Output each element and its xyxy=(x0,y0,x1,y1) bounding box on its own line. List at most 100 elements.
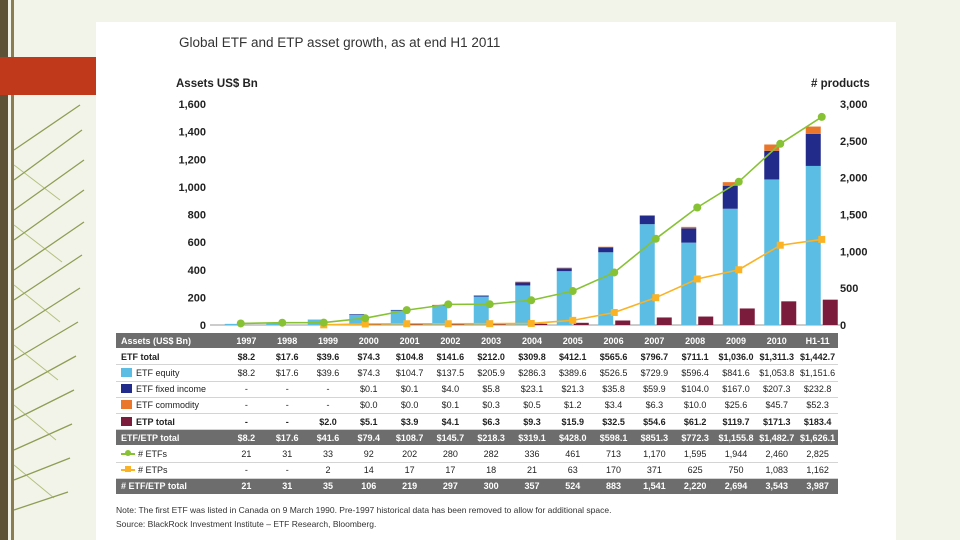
y2-tick-label: 1,000 xyxy=(840,246,868,258)
bar-etf-equity xyxy=(556,271,572,325)
table-row-etf-total: ETF total $8.2 $17.6 $39.6 $74.3 $104.8 $141.6… xyxy=(116,348,838,366)
data-label: $79.4 xyxy=(348,429,390,447)
point-etfs xyxy=(444,300,453,309)
bar-etp-total xyxy=(532,323,548,325)
data-label: $565.6 xyxy=(593,348,634,366)
legend-line-marker xyxy=(121,449,135,458)
point-etps xyxy=(652,294,660,302)
legend-swatch xyxy=(121,416,132,426)
data-label: 280 xyxy=(429,445,471,463)
chart-title: Global ETF and ETP asset growth, as at e… xyxy=(179,35,501,50)
data-label: 1,170 xyxy=(633,445,675,463)
data-label: $796.7 xyxy=(633,348,675,366)
data-label: $59.9 xyxy=(633,381,675,398)
category-label: 2004 xyxy=(511,333,553,350)
bar-etf-commodity xyxy=(598,246,614,248)
row-label: # ETFs xyxy=(116,445,226,463)
data-label: 524 xyxy=(552,478,594,495)
row-label-text: ETF commodity xyxy=(136,400,200,411)
legend-swatch xyxy=(121,384,132,394)
data-label: 31 xyxy=(266,478,308,495)
data-label: $729.9 xyxy=(633,364,675,382)
data-label: $1,053.8 xyxy=(756,364,798,382)
data-label: $167.0 xyxy=(715,381,757,398)
data-label: $0.5 xyxy=(511,397,553,414)
y-tick-label: 1,600 xyxy=(178,99,206,111)
bar-etf-equity xyxy=(266,322,282,325)
point-etfs xyxy=(651,234,660,243)
data-label: $389.6 xyxy=(552,364,594,382)
data-label: 371 xyxy=(633,462,675,479)
row-label: # ETF/ETP total xyxy=(116,478,226,495)
bar-etf-equity xyxy=(681,242,697,325)
data-label: 750 xyxy=(715,462,757,479)
category-label: 2003 xyxy=(470,333,512,350)
data-label: $74.3 xyxy=(348,364,390,382)
data-label: $1,626.1 xyxy=(797,429,838,447)
bar-etf-equity xyxy=(390,310,406,325)
data-label: $39.6 xyxy=(307,364,349,382)
data-label: $0.1 xyxy=(389,381,430,398)
data-label: $39.6 xyxy=(307,348,349,366)
data-label: $841.6 xyxy=(715,364,757,382)
y2-axis-title: # products xyxy=(811,78,870,90)
data-label: $205.9 xyxy=(470,364,512,382)
data-label: 14 xyxy=(348,462,390,479)
row-label-text: ETF fixed income xyxy=(136,384,207,395)
data-label: 1,944 xyxy=(715,445,757,463)
table-row-etp-total: ETP total - - $2.0 $5.1 $3.9 $4.1 $6.3 $9.3 $15.9… xyxy=(116,413,838,431)
data-label: 17 xyxy=(429,462,471,479)
y2-tick-label: 500 xyxy=(840,283,858,295)
bar-etf-fixed-income xyxy=(764,150,780,180)
data-label: - xyxy=(226,462,267,479)
data-label: 357 xyxy=(511,478,553,495)
data-label: - xyxy=(307,381,349,398)
data-label: 297 xyxy=(429,478,471,495)
point-etfs xyxy=(610,268,619,277)
footnote: Note: The first ETF was listed in Canada… xyxy=(116,505,612,515)
row-label: ETP total xyxy=(116,413,226,431)
accent-bar xyxy=(0,57,96,95)
data-label: 18 xyxy=(470,462,512,479)
data-label: 1,595 xyxy=(674,445,716,463)
point-etfs xyxy=(278,318,287,327)
y-tick-label: 1,000 xyxy=(178,182,206,194)
data-label: 3,987 xyxy=(797,478,838,495)
y2-tick-label: 0 xyxy=(840,320,846,332)
row-label-text: ETF equity xyxy=(136,367,180,378)
data-label: 21 xyxy=(226,478,267,495)
data-label: - xyxy=(307,397,349,414)
data-label: $309.8 xyxy=(511,348,553,366)
data-label: 106 xyxy=(348,478,390,495)
bar-etf-commodity xyxy=(639,215,655,216)
data-label: 63 xyxy=(552,462,594,479)
point-etfs xyxy=(236,319,245,328)
data-label: - xyxy=(226,397,267,414)
bar-etf-fixed-income xyxy=(556,268,572,272)
data-label: $1.2 xyxy=(552,397,594,414)
bar-etp-total xyxy=(573,322,589,325)
bar-etf-commodity xyxy=(473,295,489,296)
data-label: $218.3 xyxy=(470,429,512,447)
data-label: $32.5 xyxy=(593,413,634,431)
data-label: $145.7 xyxy=(429,429,471,447)
data-label: $6.3 xyxy=(470,413,512,431)
bar-etf-equity xyxy=(805,165,821,325)
y-tick-label: 400 xyxy=(188,265,206,277)
data-label: $17.6 xyxy=(266,429,308,447)
point-etps xyxy=(776,241,784,249)
data-label: 33 xyxy=(307,445,349,463)
bar-etf-fixed-income xyxy=(349,314,365,315)
bar-etf-fixed-income xyxy=(515,282,531,286)
data-label: $232.8 xyxy=(797,381,838,398)
row-label-text: # ETPs xyxy=(138,465,168,476)
y2-tick-label: 2,500 xyxy=(840,136,868,148)
point-etps xyxy=(486,320,494,328)
bar-etf-fixed-income xyxy=(473,295,489,297)
data-label: $1,482.7 xyxy=(756,429,798,447)
row-label: ETF commodity xyxy=(116,397,226,414)
data-label: $8.2 xyxy=(226,348,267,366)
data-label: $1,151.6 xyxy=(797,364,838,382)
point-etps xyxy=(403,320,411,328)
bar-etf-commodity xyxy=(764,144,780,151)
